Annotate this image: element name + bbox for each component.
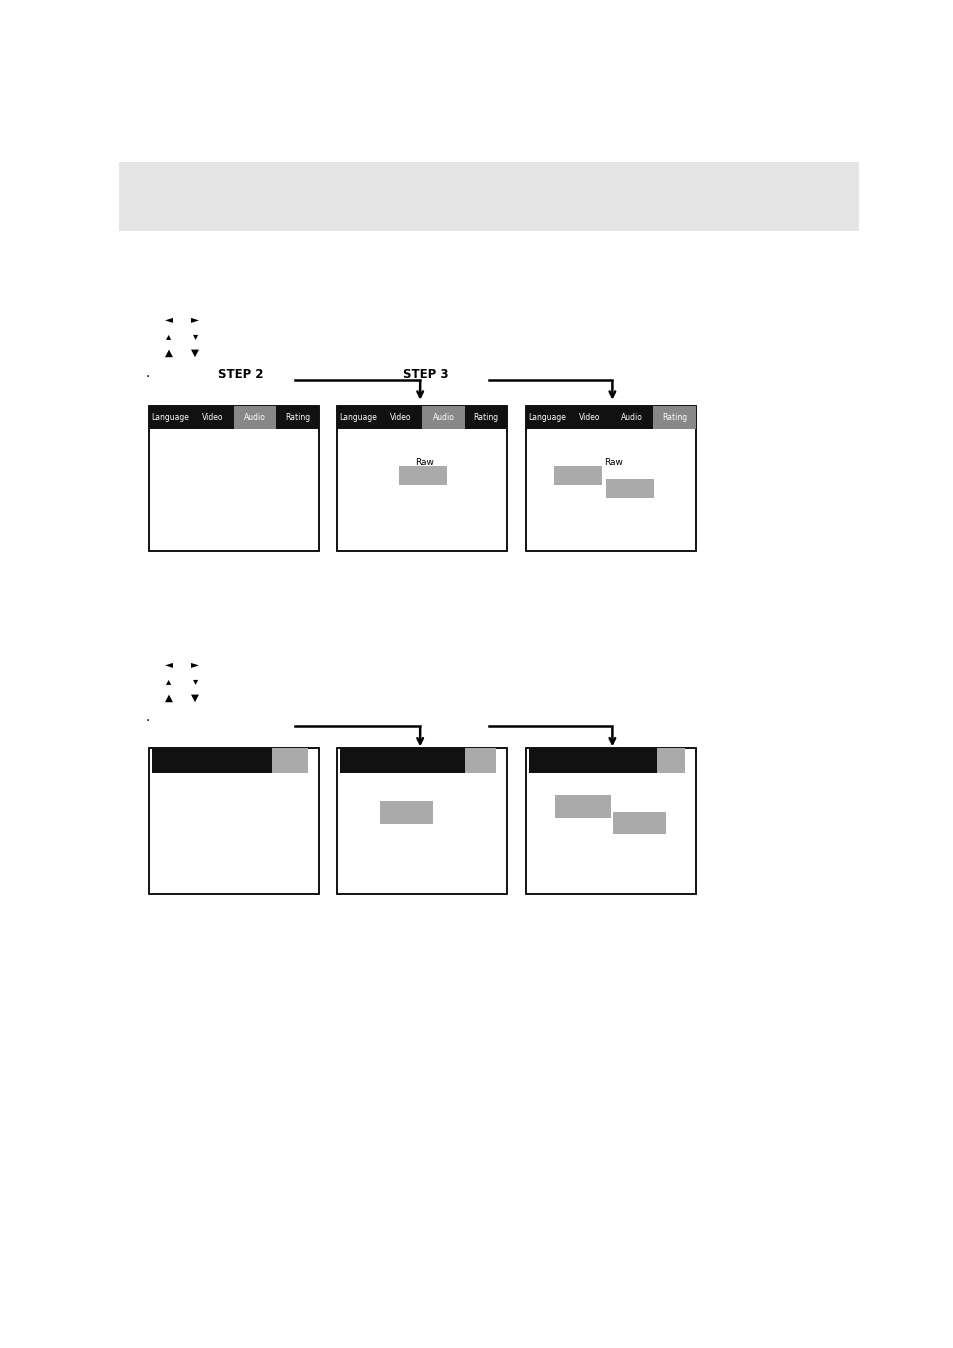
Text: ►: ► bbox=[192, 314, 199, 325]
Text: ·: · bbox=[145, 714, 150, 728]
Bar bbox=[555, 795, 610, 818]
Bar bbox=[610, 406, 653, 429]
Bar bbox=[525, 406, 695, 551]
Bar bbox=[192, 406, 233, 429]
Bar bbox=[653, 406, 695, 429]
Text: Rating: Rating bbox=[661, 412, 686, 422]
Bar bbox=[613, 811, 665, 834]
Bar bbox=[379, 406, 422, 429]
Bar bbox=[149, 406, 318, 551]
Text: Audio: Audio bbox=[620, 412, 642, 422]
Text: Audio: Audio bbox=[244, 412, 266, 422]
Bar bbox=[554, 466, 601, 484]
Bar bbox=[337, 406, 379, 429]
Bar bbox=[152, 748, 272, 774]
Bar bbox=[149, 748, 318, 894]
Bar bbox=[119, 162, 858, 232]
Bar bbox=[525, 406, 568, 429]
Bar bbox=[149, 406, 192, 429]
Text: ▼: ▼ bbox=[192, 693, 199, 702]
Text: ▲: ▲ bbox=[165, 348, 172, 357]
Bar bbox=[272, 748, 308, 774]
Text: ▾: ▾ bbox=[193, 675, 198, 686]
Bar bbox=[605, 480, 653, 497]
Bar bbox=[337, 406, 507, 551]
Text: Video: Video bbox=[390, 412, 412, 422]
Bar bbox=[568, 406, 610, 429]
Bar bbox=[276, 406, 318, 429]
Bar bbox=[340, 748, 464, 774]
Text: ▲: ▲ bbox=[165, 693, 172, 702]
Text: Rating: Rating bbox=[285, 412, 310, 422]
Text: Language: Language bbox=[151, 412, 189, 422]
Bar bbox=[233, 406, 276, 429]
Text: Raw: Raw bbox=[603, 458, 622, 468]
Text: ·: · bbox=[145, 369, 150, 384]
Text: Video: Video bbox=[202, 412, 223, 422]
Bar bbox=[464, 748, 496, 774]
Text: Video: Video bbox=[578, 412, 599, 422]
Text: Language: Language bbox=[528, 412, 565, 422]
Text: ◄: ◄ bbox=[165, 314, 172, 325]
Bar bbox=[422, 406, 464, 429]
Text: Raw: Raw bbox=[415, 458, 434, 468]
Bar bbox=[525, 748, 695, 894]
Bar bbox=[528, 748, 656, 774]
Text: Rating: Rating bbox=[473, 412, 498, 422]
Bar bbox=[337, 748, 507, 894]
Bar bbox=[656, 748, 684, 774]
Text: STEP 2: STEP 2 bbox=[218, 368, 264, 381]
Bar bbox=[379, 801, 433, 824]
Text: STEP 3: STEP 3 bbox=[403, 368, 448, 381]
Bar bbox=[398, 466, 446, 484]
Text: ◄: ◄ bbox=[165, 659, 172, 669]
Text: ▴: ▴ bbox=[166, 332, 172, 341]
Text: ▼: ▼ bbox=[192, 348, 199, 357]
Bar bbox=[464, 406, 507, 429]
Text: Language: Language bbox=[339, 412, 377, 422]
Text: ►: ► bbox=[192, 659, 199, 669]
Text: ▴: ▴ bbox=[166, 675, 172, 686]
Text: Audio: Audio bbox=[433, 412, 454, 422]
Text: ▾: ▾ bbox=[193, 332, 198, 341]
